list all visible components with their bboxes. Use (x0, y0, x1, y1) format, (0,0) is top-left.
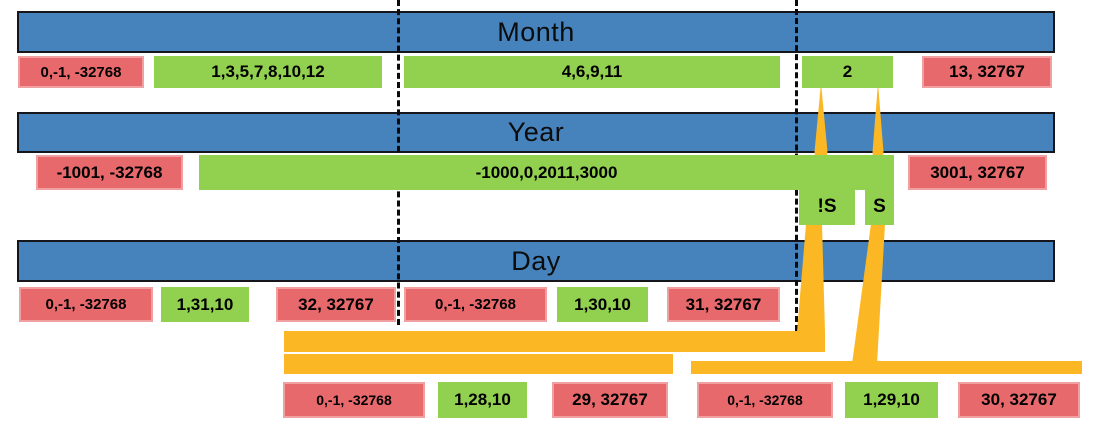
month-class-invalid-high: 13, 32767 (922, 56, 1052, 88)
flow-funnel-leap-icon (852, 224, 885, 364)
month-bar-label: Month (497, 16, 575, 47)
day-class-valid-31: 1,31,10 (161, 287, 249, 322)
year-class-invalid-low: -1001, -32768 (36, 155, 183, 190)
year-bar: Year (17, 112, 1055, 153)
feb28-class-valid: 1,28,10 (438, 382, 527, 418)
feb29-class-valid: 1,29,10 (845, 382, 938, 418)
day-bar-label: Day (511, 245, 561, 276)
feb28-class-invalid-high: 29, 32767 (552, 382, 668, 418)
month-class-31day-months: 1,3,5,7,8,10,12 (154, 56, 382, 88)
year-bar-label: Year (507, 117, 565, 147)
month-class-invalid-low: 0,-1, -32768 (18, 56, 144, 88)
month-class-30day-months: 4,6,9,11 (404, 56, 780, 88)
day-class-invalid-high-30: 31, 32767 (667, 287, 780, 322)
flag-not-leap: !S (799, 189, 855, 225)
month-class-february: 2 (802, 56, 893, 88)
feb29-class-invalid-high: 30, 32767 (958, 382, 1080, 418)
flow-band-feb28-group (284, 354, 673, 374)
day-class-invalid-low-30: 0,-1, -32768 (404, 287, 547, 322)
day-class-valid-30: 1,30,10 (557, 287, 648, 322)
year-class-valid: -1000,0,2011,3000 (199, 155, 894, 190)
day-class-invalid-low-31: 0,-1, -32768 (19, 287, 153, 322)
day-class-invalid-high-31: 32, 32767 (276, 287, 396, 322)
year-class-invalid-high: 3001, 32767 (908, 155, 1047, 190)
flow-band-not-leap-upper (284, 331, 825, 352)
feb28-class-invalid-low: 0,-1, -32768 (283, 382, 425, 418)
flow-band-feb29-group (691, 361, 1082, 374)
feb29-class-invalid-low: 0,-1, -32768 (697, 382, 833, 418)
month-bar: Month (17, 11, 1055, 53)
flag-leap: S (865, 189, 894, 225)
flow-funnel-not-leap-icon (797, 224, 825, 332)
